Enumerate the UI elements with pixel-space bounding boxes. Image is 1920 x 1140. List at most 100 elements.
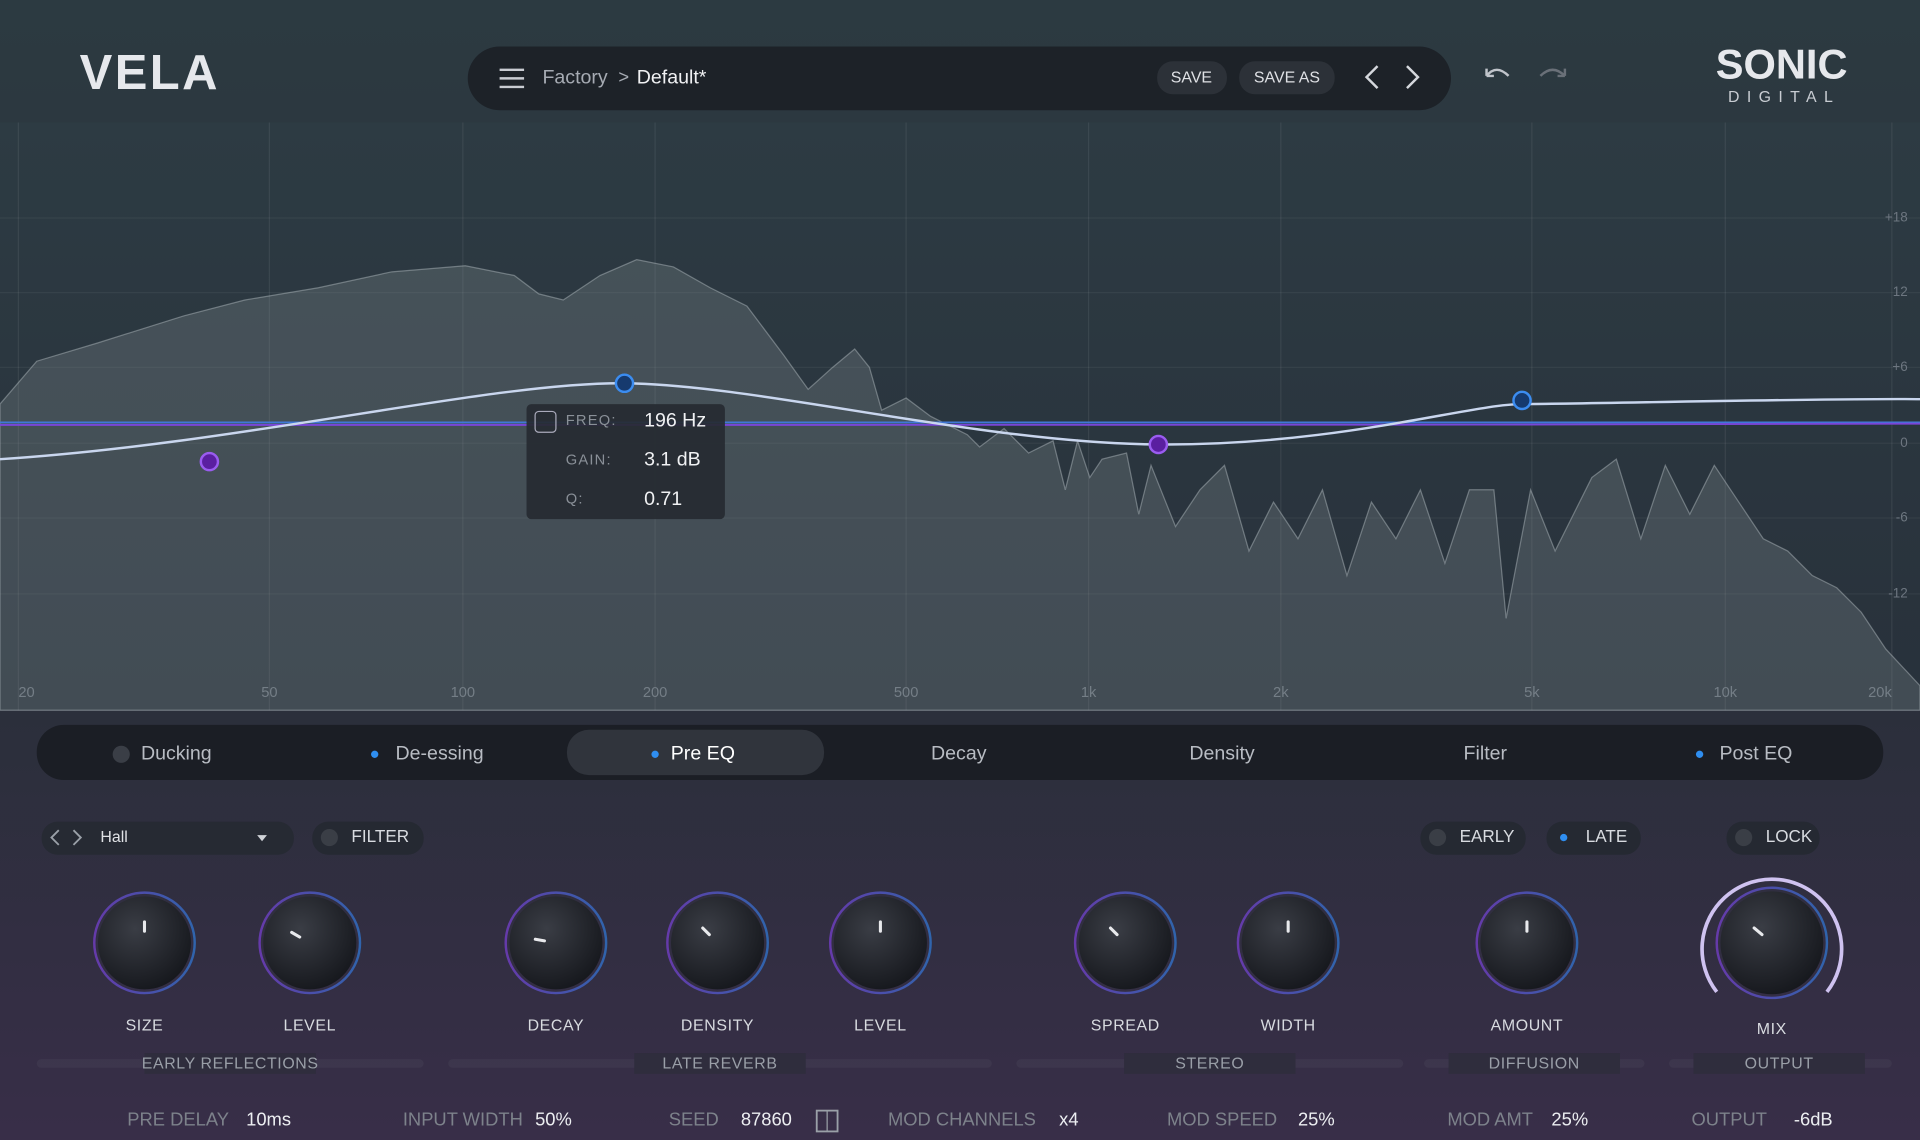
footer-value[interactable]: 87860: [741, 1108, 792, 1129]
tab[interactable]: Decay: [931, 742, 987, 764]
knobs: SIZE LEVEL DECAY DENSITY LEVEL SPREAD WIDTH AMO…: [93, 877, 1844, 1038]
knob[interactable]: [671, 896, 765, 990]
knob-label: SIZE: [126, 1017, 164, 1034]
freq-label: 5k: [1524, 685, 1540, 701]
toggle-indicator: [1735, 828, 1753, 847]
section-label-bg: [1124, 1053, 1296, 1074]
section-label-bg: [144, 1053, 316, 1074]
freq-label: 500: [894, 685, 919, 701]
freq-label: 2k: [1273, 685, 1289, 701]
undo[interactable]: [1485, 68, 1510, 78]
preset-select-value[interactable]: Hall: [100, 829, 127, 846]
preset-arrows[interactable]: [1364, 65, 1420, 90]
active-tab: [566, 729, 825, 776]
freq-label: 200: [643, 685, 668, 701]
eq-node[interactable]: [1512, 390, 1532, 411]
toggle-label[interactable]: LOCK: [1766, 826, 1813, 846]
knob-label: MIX: [1757, 1021, 1787, 1038]
preset-name[interactable]: Default*: [637, 67, 707, 89]
toggle-label[interactable]: FILTER: [351, 826, 409, 846]
tab[interactable]: De-essing: [396, 742, 484, 764]
tab-bar: [36, 724, 1884, 780]
footer-label: MOD CHANNELS: [888, 1108, 1036, 1129]
brand: SONIC: [1716, 40, 1848, 87]
toggle-button[interactable]: [1546, 821, 1641, 855]
toggle-button[interactable]: [1420, 821, 1526, 855]
preset-select[interactable]: [41, 821, 294, 855]
section-label: LATE REVERB: [662, 1055, 777, 1072]
footer-value[interactable]: x4: [1059, 1108, 1078, 1129]
footer-value[interactable]: -6dB: [1794, 1108, 1833, 1129]
knob-ring: [1475, 891, 1579, 995]
knob-pointer: [1108, 926, 1119, 937]
footer-label: INPUT WIDTH: [403, 1108, 523, 1129]
tab[interactable]: Density: [1189, 742, 1254, 764]
freq-label: 10k: [1713, 685, 1737, 701]
toggle-button[interactable]: [312, 821, 424, 855]
toggle-button[interactable]: [1726, 821, 1820, 855]
knob[interactable]: [1480, 896, 1574, 990]
tooltip-icon: [534, 410, 557, 433]
footer: PRE DELAY 10ms INPUT WIDTH 50% SEED 87860 MOD …: [127, 1108, 1832, 1129]
tab-indicator: [651, 750, 659, 758]
knob-pointer: [1752, 926, 1764, 937]
save-label[interactable]: SAVE: [1171, 70, 1212, 87]
knob-label: DENSITY: [681, 1017, 754, 1034]
toggle-indicator: [1560, 833, 1568, 842]
select-arrows[interactable]: [50, 829, 83, 846]
footer-value[interactable]: 50%: [535, 1108, 572, 1129]
section-label: DIFFUSION: [1489, 1055, 1580, 1072]
save-as-button[interactable]: [1239, 61, 1335, 95]
footer-value[interactable]: 10ms: [246, 1108, 291, 1129]
bank-name[interactable]: Factory: [542, 67, 607, 89]
footer-label: OUTPUT: [1691, 1108, 1766, 1129]
footer-label: SEED: [669, 1108, 719, 1129]
knob[interactable]: [1720, 891, 1824, 995]
knob-ring: [1073, 891, 1177, 995]
knob[interactable]: [1241, 896, 1335, 990]
brand-sub: DIGITAL: [1728, 89, 1840, 106]
tab[interactable]: Filter: [1464, 742, 1508, 764]
dropdown-caret: [257, 835, 267, 842]
tooltip-rows: FREQ: 196 Hz GAIN: 3.1 dB Q: 0.71: [566, 409, 706, 509]
eq-node[interactable]: [614, 373, 635, 394]
eq-band-line: [0, 422, 1920, 426]
eq-node[interactable]: [199, 451, 220, 472]
sections: EARLY REFLECTIONS LATE REVERB STEREO DIFFUS…: [36, 1053, 1892, 1074]
knob-ring: [258, 891, 362, 995]
tab[interactable]: Post EQ: [1719, 742, 1792, 764]
menu-icon[interactable]: [499, 68, 525, 89]
eq-grid: 20 50 100 200 500 1k 2k 5k 10k 20k +18 12 +6 0 -6 -12: [0, 122, 1920, 711]
gain-label: 0: [1900, 435, 1907, 450]
knob-ring: [504, 891, 608, 995]
knob[interactable]: [833, 896, 927, 990]
redo[interactable]: [1539, 68, 1567, 78]
tab[interactable]: Ducking: [141, 742, 212, 764]
footer-value[interactable]: 25%: [1551, 1108, 1588, 1129]
knob-outer-arc: [1700, 877, 1844, 993]
section-label-bg: [1693, 1053, 1865, 1074]
knob-ring: [1236, 891, 1340, 995]
toggle-label[interactable]: EARLY: [1460, 826, 1515, 846]
save-as-label[interactable]: SAVE AS: [1254, 70, 1320, 87]
toggle-indicator: [320, 828, 338, 847]
knob-ring: [1715, 886, 1829, 1000]
section-label-bg: [1448, 1053, 1620, 1074]
tabs: Ducking De-essing Pre EQ Decay Density Filter…: [112, 742, 1792, 764]
section-label: STEREO: [1175, 1055, 1244, 1072]
footer-value[interactable]: 25%: [1298, 1108, 1335, 1129]
freq-label: 100: [451, 685, 476, 701]
knob[interactable]: [97, 896, 192, 990]
tab[interactable]: Pre EQ: [671, 742, 735, 764]
save-button[interactable]: [1157, 61, 1227, 95]
toggle-label[interactable]: LATE: [1586, 826, 1628, 846]
eq-node[interactable]: [1148, 434, 1169, 455]
seed-icon[interactable]: [815, 1109, 839, 1133]
footer-label: MOD SPEED: [1167, 1108, 1277, 1129]
freq-label: 20k: [1868, 685, 1892, 701]
knob[interactable]: [509, 896, 603, 990]
knob[interactable]: [1078, 896, 1172, 990]
knob[interactable]: [263, 896, 357, 990]
tab-indicator: [1695, 750, 1704, 758]
section-label-bg: [634, 1053, 806, 1074]
